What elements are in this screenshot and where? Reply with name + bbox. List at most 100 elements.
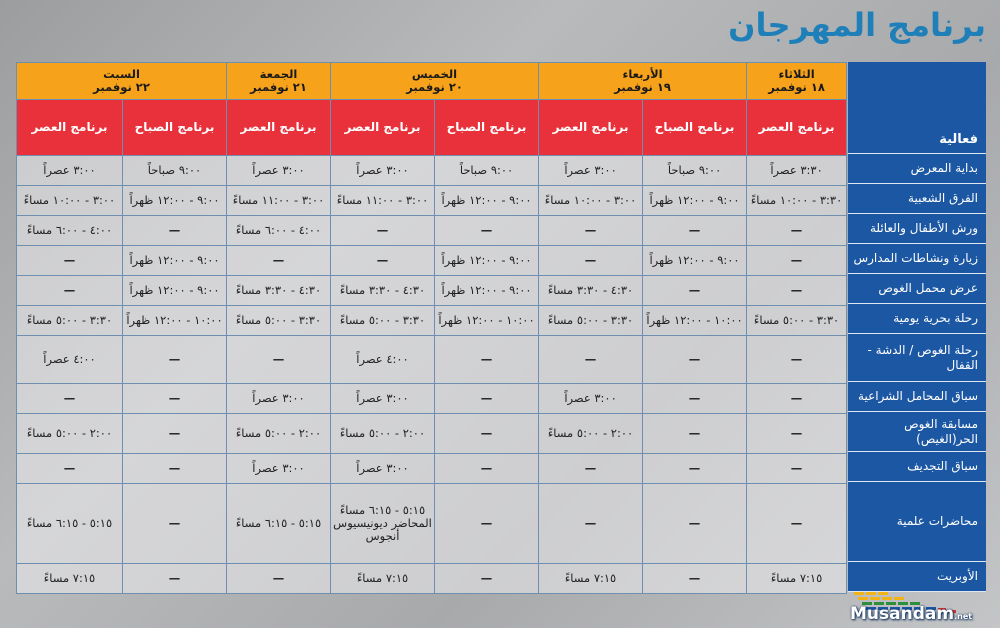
day-date: ١٨ نوفمبر [768,80,825,94]
schedule-cell: — [16,245,123,276]
schedule-cell: ٩:٠٠ صباحاً [121,155,228,186]
day-name: الخميس [411,67,458,81]
schedule-cell: — [16,383,123,414]
day-date: ١٩ نوفمبر [614,80,671,94]
schedule-cell: ٤:٣٠ - ٣:٣٠ مساءً [538,275,644,306]
activity-label: الفرق الشعبية [848,184,986,214]
schedule-cell: ٧:١٥ مساءً [538,563,644,594]
schedule-cell: ٩:٠٠ - ١٢:٠٠ ظهراً [642,185,748,216]
schedule-cell: — [434,413,540,454]
schedule-cell: ٧:١٥ مساءً [16,563,123,594]
activity-label: سباق التجديف [848,452,986,482]
activity-header: فعالية [848,62,986,154]
schedule-cell: — [538,335,644,384]
schedule-cell: ٣:٠٠ عصراً [16,155,123,186]
schedule-cell: — [746,335,848,384]
schedule-cell: ٧:١٥ مساءً [746,563,848,594]
table-row: ٣:٠٠ - ١٠:٠٠ مساءً ٩:٠٠ - ١٢:٠٠ ظهراً ٣:٠٠… [16,185,848,216]
activity-label: سباق المحامل الشراعية [848,382,986,412]
activity-column: فعالية بداية المعرض الفرق الشعبية ورش الأطف… [848,62,986,592]
schedule-cell: — [226,245,332,276]
schedule-cell: ٩:٠٠ - ١٢:٠٠ ظهراً [121,245,228,276]
schedule-cell: ١٠:٠٠ - ١٢:٠٠ ظهراً [121,305,228,336]
schedule-cell: — [121,335,228,384]
schedule-cell: — [121,215,228,246]
page-title: برنامج المهرجان [728,6,986,44]
table-row: ٥:١٥ - ٦:١٥ مساءً —٥:١٥ - ٦:١٥ مساءً ٥:١٥ … [16,483,848,564]
schedule-cell: — [434,563,540,594]
logo-text: Musandam.net [850,604,973,624]
day-name: الجمعة [259,67,298,81]
schedule-cell: — [538,215,644,246]
table-row: —٩:٠٠ - ١٢:٠٠ ظهراً — —٩:٠٠ - ١٢:٠٠ ظهراً —… [16,245,848,276]
schedule-cell: — [434,483,540,564]
schedule-cell: ٣:٠٠ - ١٠:٠٠ مساءً [16,185,123,216]
schedule-table: السبت ٢٢ نوفمبر الجمعة ٢١ نوفمبر الخميس ٢٠ نو… [15,62,848,594]
schedule-cell: ٣:٠٠ عصراً [330,453,436,484]
schedule-cell: — [746,483,848,564]
schedule-cell: — [434,215,540,246]
activity-label: محاضرات علمية [848,482,986,562]
schedule-cell: ٣:٠٠ عصراً [226,155,332,186]
schedule-cell: ٣:٣٠ - ٥:٠٠ مساءً [16,305,123,336]
logo-graphic [854,592,956,613]
schedule-cell: — [538,453,644,484]
day-header: الثلاثاء ١٨ نوفمبر [746,62,848,100]
schedule-cell: ٥:١٥ - ٦:١٥ مساءً [16,483,123,564]
schedule-cell: — [121,453,228,484]
schedule-cell: ٤:٣٠ - ٣:٣٠ مساءً [226,275,332,306]
table-row: — —٣:٠٠ عصراً ٣:٠٠ عصراً — — — — [16,453,848,484]
schedule-cell: ٣:٠٠ - ١١:٠٠ مساءً [226,185,332,216]
schedule-cell: — [434,383,540,414]
schedule-cell: — [121,383,228,414]
schedule-cell: ٥:١٥ - ٦:١٥ مساءً المحاضر ديونيسيوس أنجو… [330,483,436,564]
session-header: برنامج العصر [330,99,436,156]
day-name: الثلاثاء [778,67,815,81]
schedule-cell: ٤:٠٠ عصراً [330,335,436,384]
schedule-cell: ٤:٠٠ - ٦:٠٠ مساءً [16,215,123,246]
table-row: ٢:٠٠ - ٥:٠٠ مساءً —٢:٠٠ - ٥:٠٠ مساءً ٢:٠٠ … [16,413,848,454]
day-header: الأربعاء ١٩ نوفمبر [538,62,748,100]
schedule-cell: ٣:٠٠ عصراً [226,453,332,484]
session-header: برنامج العصر [16,99,123,156]
session-header: برنامج العصر [746,99,848,156]
schedule-cell: — [642,563,748,594]
schedule-cell: ٧:١٥ مساءً [330,563,436,594]
schedule-cell: — [746,245,848,276]
schedule-cell: — [642,453,748,484]
schedule-cell: ٩:٠٠ - ١٢:٠٠ ظهراً [121,185,228,216]
session-header: برنامج الصباح [642,99,748,156]
schedule-cell: ٣:٣٠ - ٥:٠٠ مساءً [330,305,436,336]
schedule-cell: — [538,245,644,276]
schedule-cell: ٣:٠٠ عصراً [330,155,436,186]
schedule-cell: ٩:٠٠ - ١٢:٠٠ ظهراً [434,245,540,276]
session-header: برنامج الصباح [434,99,540,156]
schedule-cell: ٣:٣٠ - ٥:٠٠ مساءً [746,305,848,336]
schedule-cell: — [538,483,644,564]
schedule-cell: ٣:٣٠ عصراً [746,155,848,186]
schedule-cell: ٩:٠٠ - ١٢:٠٠ ظهراً [434,275,540,306]
day-name: الأربعاء [622,67,663,81]
schedule-cell: ٣:٣٠ - ٥:٠٠ مساءً [226,305,332,336]
activity-label: رحلة الغوص / الدشة - القفال [848,334,986,382]
day-date: ٢١ نوفمبر [250,80,307,94]
activity-label: ورش الأطفال والعائلة [848,214,986,244]
activity-label: بداية المعرض [848,154,986,184]
schedule-cell: — [226,563,332,594]
activity-label: رحلة بحرية يومية [848,304,986,334]
schedule-cell: — [642,275,748,306]
schedule-cell: ٣:٠٠ عصراً [330,383,436,414]
schedule-cell: — [746,413,848,454]
session-header: برنامج الصباح [121,99,228,156]
schedule-cell: — [642,383,748,414]
schedule-cell: — [746,275,848,306]
activity-label: عرض محمل الغوص [848,274,986,304]
day-header: الجمعة ٢١ نوفمبر [226,62,332,100]
schedule-cell: — [434,335,540,384]
schedule-cell: — [746,383,848,414]
activity-label: الأوبريت [848,562,986,592]
schedule-cell: — [226,335,332,384]
schedule-cell: — [642,483,748,564]
schedule-cell: ٢:٠٠ - ٥:٠٠ مساءً [538,413,644,454]
table-row: ٣:٠٠ عصراً ٩:٠٠ صباحاً ٣:٠٠ عصراً ٣:٠٠ عصرا… [16,155,848,186]
